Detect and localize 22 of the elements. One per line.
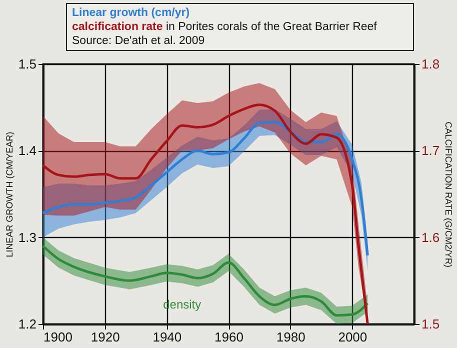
- y2-tick-label: 1.6: [422, 230, 440, 245]
- source-note: Source: De'ath et al. 2009: [72, 34, 206, 48]
- y2-tick-label: 1.5: [422, 316, 440, 332]
- y-tick-label: 1.5: [18, 56, 36, 72]
- y2-axis-title: CALCIFICATION RATE (G/CM2/YR): [444, 122, 454, 268]
- line-series: [42, 244, 369, 317]
- x-tick-label: 2000: [338, 330, 368, 344]
- y-tick-label: 1.3: [18, 230, 36, 245]
- chart-title: in Porites corals of the Great Barrier Reef: [166, 21, 377, 33]
- text: calcification rate: [72, 21, 163, 33]
- text: Linear growth (cm/yr): [72, 7, 190, 19]
- y2-tick-label: 1.7: [422, 143, 440, 158]
- x-tick-label: 1980: [276, 330, 306, 344]
- y2-tick-label: 1.8: [422, 56, 440, 72]
- line-series: [42, 120, 369, 257]
- x-tick-label: 1920: [90, 330, 120, 344]
- x-tick-label: 1960: [214, 330, 244, 344]
- x-tick-label: 1940: [152, 330, 182, 344]
- y-tick-label: 1.2: [18, 316, 36, 332]
- x-tick-label: 1900: [44, 330, 72, 344]
- y-axis-title: LINEAR GROWTH (CM/YEAR): [4, 132, 14, 258]
- y-tick-label: 1.4: [18, 143, 36, 158]
